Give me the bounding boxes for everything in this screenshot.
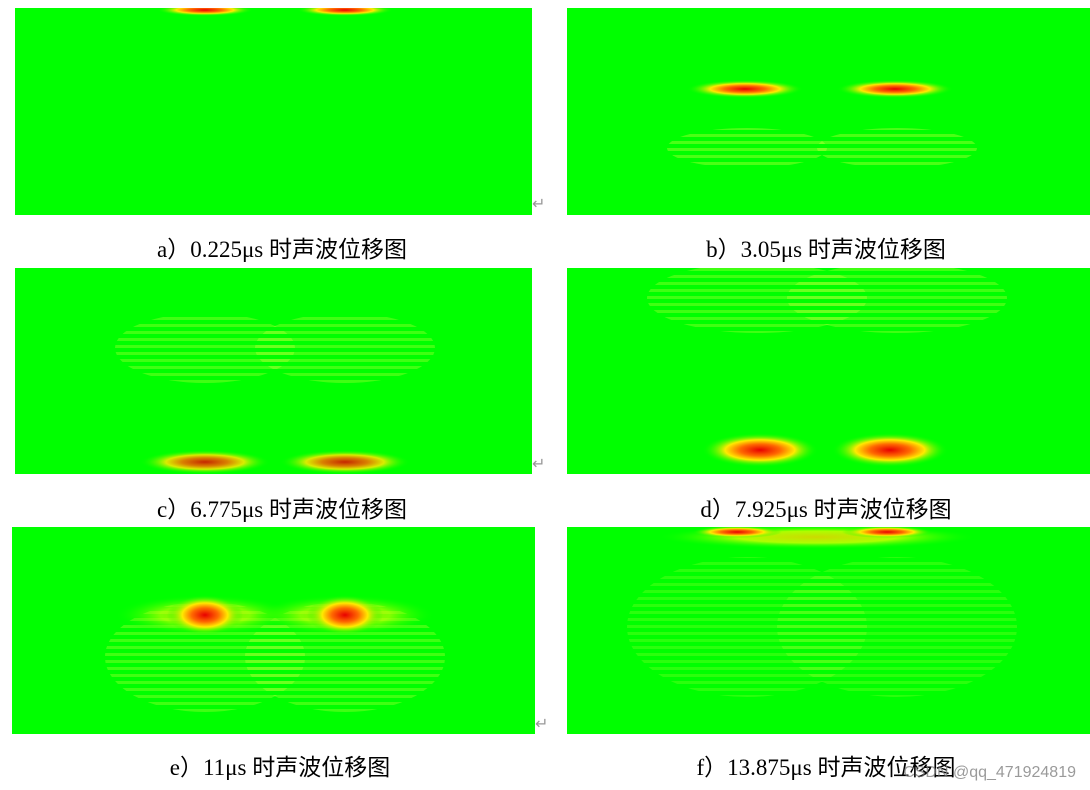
- figure-image: [15, 268, 532, 474]
- figure-image: [567, 527, 1090, 734]
- caption: d）7.925μs 时声波位移图: [700, 497, 952, 522]
- paragraph-mark: ↵: [532, 454, 546, 473]
- figure-image: [567, 268, 1090, 474]
- caption: a）0.225μs 时声波位移图: [157, 237, 407, 262]
- caption: e）11μs 时声波位移图: [169, 755, 391, 780]
- caption: c）6.775μs 时声波位移图: [157, 497, 407, 522]
- paragraph-mark: ↵: [532, 194, 546, 213]
- paragraph-mark: ↵: [535, 714, 549, 733]
- figure-image: [567, 8, 1090, 215]
- caption: f）13.875μs 时声波位移图: [696, 755, 956, 780]
- caption: b）3.05μs 时声波位移图: [706, 237, 946, 262]
- figure-image: [15, 8, 532, 215]
- figure-image: [12, 527, 535, 734]
- watermark: CSDN @qq_471924819: [903, 764, 1076, 781]
